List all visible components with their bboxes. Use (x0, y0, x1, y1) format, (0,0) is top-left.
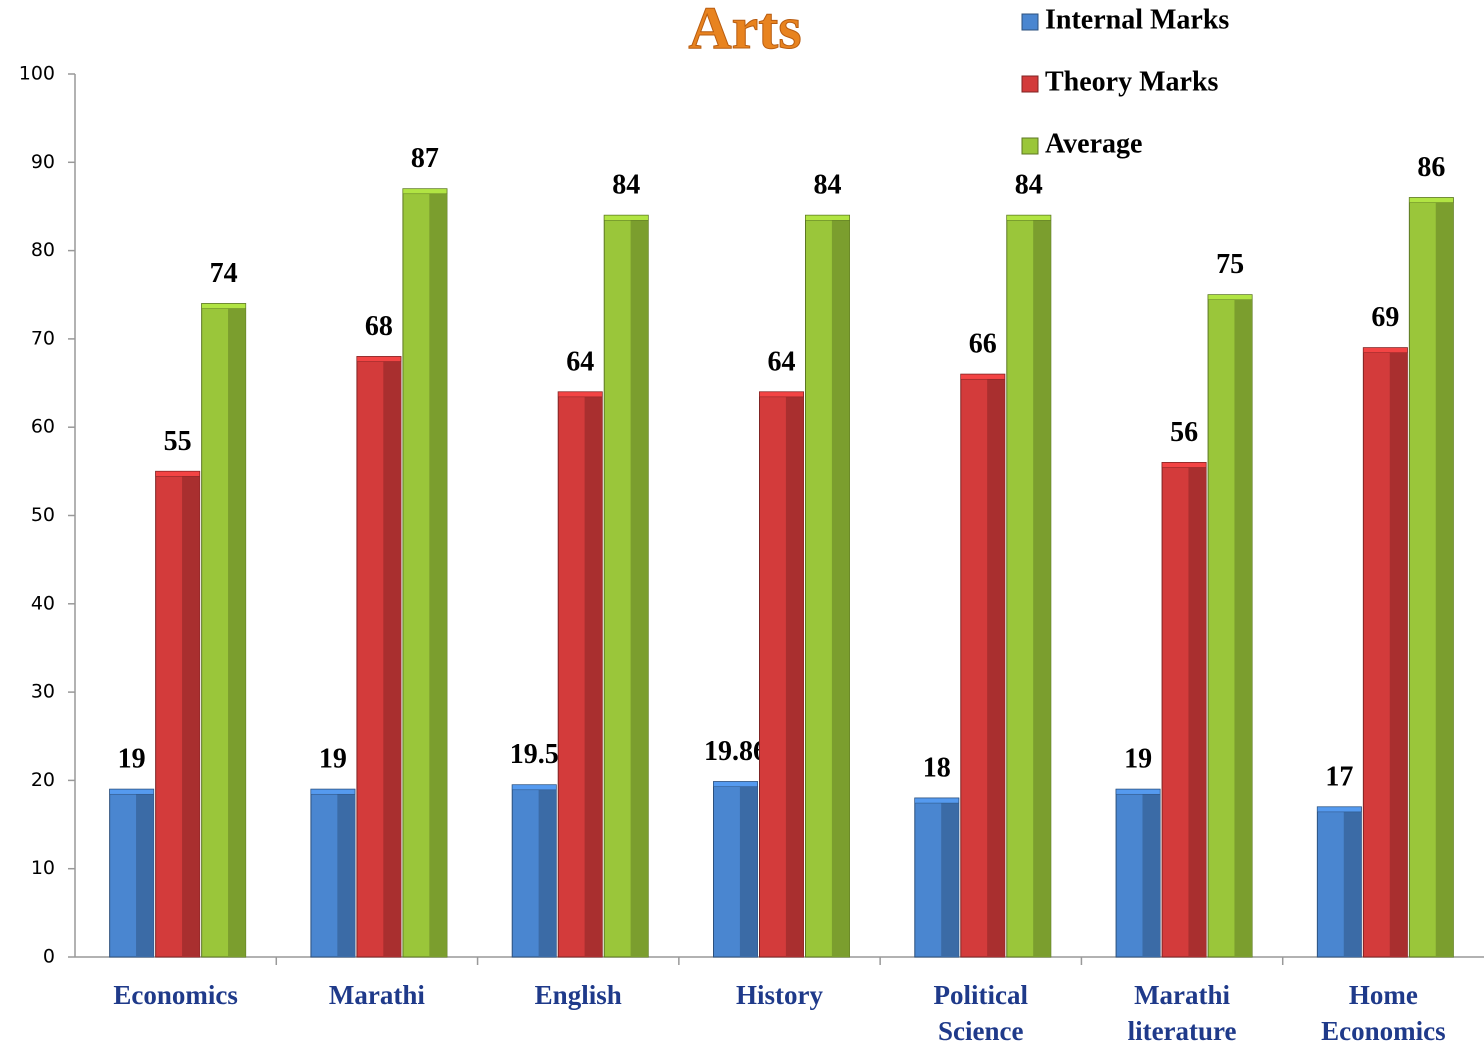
bar-cap (155, 471, 200, 477)
value-label: 87 (411, 143, 439, 174)
y-tick-label: 0 (43, 946, 55, 968)
y-tick-label: 90 (31, 151, 55, 173)
value-label: 17 (1325, 761, 1353, 792)
bar (201, 303, 247, 958)
legend-swatch (1021, 13, 1039, 31)
legend-label: Average (1045, 128, 1142, 159)
y-tick-label: 80 (31, 239, 55, 261)
bar (109, 788, 155, 958)
legend-label: Internal Marks (1045, 4, 1229, 35)
value-label: 69 (1371, 302, 1399, 333)
bar-cap (310, 788, 356, 795)
y-tick-label: 50 (31, 504, 55, 526)
bar-cap (759, 391, 804, 398)
bar (603, 214, 649, 958)
x-tick-label: Marathi literature (1127, 980, 1237, 1046)
y-tick-label: 70 (31, 327, 55, 349)
value-label: 18 (923, 752, 951, 783)
value-label: 84 (1015, 170, 1043, 201)
bar-cap (1115, 788, 1161, 795)
bar-cap (914, 797, 960, 804)
bar (1207, 294, 1253, 958)
bar (511, 784, 557, 958)
value-label: 19.86 (704, 736, 767, 767)
bar (1006, 214, 1052, 958)
legend-swatch (1021, 137, 1039, 155)
bar-cap (557, 391, 603, 398)
bar-cap (356, 356, 402, 362)
x-tick-label: History (736, 980, 823, 1010)
bar-cap (713, 781, 758, 787)
bar-cap (402, 188, 448, 195)
y-tick-label: 40 (31, 592, 55, 614)
chart-title: Arts (688, 0, 801, 61)
bar-cap (1207, 294, 1253, 300)
bar (1362, 347, 1408, 958)
bar (759, 391, 804, 958)
bar (557, 391, 603, 958)
bar-cap (1409, 197, 1454, 203)
bar (356, 356, 402, 958)
x-tick-label: Home Economics (1321, 980, 1446, 1046)
value-label: 84 (612, 170, 640, 201)
value-label: 19 (319, 744, 347, 775)
value-label: 66 (969, 329, 997, 360)
value-label: 75 (1216, 249, 1244, 280)
bar (960, 373, 1006, 958)
value-label: 19.5 (510, 739, 559, 770)
bar (1408, 197, 1454, 958)
value-label: 74 (210, 258, 238, 289)
x-tick-label: Economics (113, 980, 238, 1010)
bar (914, 797, 960, 958)
legend-label: Theory Marks (1045, 66, 1219, 97)
bar (1115, 788, 1161, 958)
bar-cap (511, 784, 557, 791)
value-label: 68 (365, 311, 393, 342)
value-label: 86 (1417, 152, 1445, 183)
bar (1316, 806, 1362, 958)
x-tick-label: English (534, 980, 622, 1010)
value-label: 55 (164, 426, 192, 457)
value-label: 19 (118, 744, 146, 775)
bar-cap (960, 373, 1006, 380)
value-label: 19 (1124, 744, 1152, 775)
bar-cap (1317, 806, 1362, 813)
bar-cap (1006, 215, 1052, 221)
y-tick-label: 20 (31, 769, 55, 791)
y-tick-label: 60 (31, 416, 55, 438)
legend-swatch (1021, 75, 1039, 93)
value-label: 56 (1170, 417, 1198, 448)
x-tick-label: Marathi (328, 980, 425, 1010)
bar-cap (201, 303, 246, 309)
bar (1161, 462, 1207, 958)
bar-cap (805, 215, 850, 221)
y-tick-label: 30 (31, 681, 55, 703)
bar (310, 788, 356, 958)
value-label: 84 (814, 170, 842, 201)
x-tick-label: Political Science (933, 980, 1029, 1046)
bar-cap (603, 215, 649, 221)
y-tick-label: 100 (19, 63, 55, 85)
bar-cap (1363, 347, 1408, 353)
bar (402, 188, 448, 958)
value-label: 64 (768, 346, 796, 377)
bar-cap (109, 788, 154, 795)
bar (805, 214, 850, 958)
value-label: 64 (566, 346, 594, 377)
bar (155, 470, 201, 958)
bar-cap (1161, 462, 1207, 468)
bar (713, 781, 758, 958)
y-tick-label: 10 (31, 857, 55, 879)
